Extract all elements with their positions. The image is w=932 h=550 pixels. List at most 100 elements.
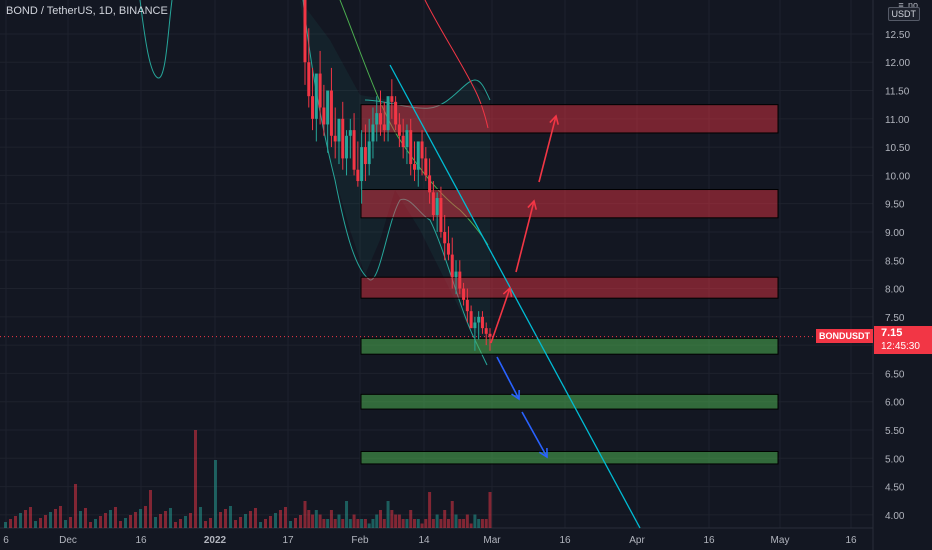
volume-bar — [139, 509, 142, 528]
volume-bar — [259, 522, 262, 528]
candle-body — [386, 96, 390, 131]
time-tick-label: 17 — [282, 535, 294, 546]
volume-bar — [439, 519, 443, 528]
volume-bar — [397, 514, 401, 528]
currency-label[interactable]: USDT — [887, 7, 920, 21]
volume-bar — [314, 510, 318, 528]
volume-bar — [109, 510, 112, 528]
volume-bar — [34, 521, 37, 528]
volume-bar — [469, 523, 473, 528]
volume-bar — [371, 519, 375, 528]
volume-bar — [119, 521, 122, 528]
candle-body — [454, 271, 458, 278]
price-tick-label: 8.50 — [885, 256, 905, 267]
candle-body — [352, 130, 356, 170]
arrow-up-1-head — [502, 286, 513, 298]
candle-body — [484, 328, 488, 334]
volume-bar — [199, 507, 202, 528]
candle-body — [465, 299, 469, 312]
volume-bar — [484, 519, 488, 528]
volume-bar — [405, 519, 409, 528]
volume-bar — [375, 514, 379, 528]
candle-body — [337, 118, 341, 142]
volume-bar — [450, 501, 454, 528]
candle-body — [363, 147, 367, 165]
candle-body — [329, 90, 333, 136]
arrow-down-1-head — [511, 389, 520, 401]
volume-bar — [164, 511, 167, 528]
volume-bar — [480, 519, 484, 528]
volume-bar — [416, 519, 420, 528]
currency-menu-icon[interactable]: ≡ no — [898, 0, 918, 10]
volume-bar — [412, 519, 416, 528]
time-tick-label: Feb — [351, 535, 369, 546]
volume-bar — [29, 507, 32, 528]
candle-body — [469, 311, 473, 329]
volume-bar — [367, 523, 371, 528]
candle-body — [314, 73, 318, 119]
resistance-zone — [360, 104, 779, 134]
volume-bar — [24, 510, 27, 528]
volume-bar — [488, 492, 492, 528]
volume-bar — [363, 519, 367, 528]
time-tick-label: 16 — [703, 535, 715, 546]
volume-bar — [454, 514, 458, 528]
volume-bar — [394, 514, 398, 528]
candle-body — [480, 316, 484, 329]
candle-body — [307, 62, 311, 97]
candle-body — [341, 118, 345, 159]
volume-bar — [299, 515, 302, 528]
last-price-tag: 7.15 12:45:30 — [874, 326, 932, 354]
volume-bar — [234, 520, 237, 528]
moving-average-green — [339, 0, 489, 246]
price-tick-label: 6.50 — [885, 369, 905, 380]
price-tick-label: 8.00 — [885, 285, 905, 296]
candle-body — [371, 124, 375, 142]
volume-bar — [284, 507, 287, 528]
volume-bar — [345, 501, 349, 528]
bollinger-fill — [300, 0, 490, 340]
volume-bar — [458, 519, 462, 528]
volume-bar — [289, 521, 292, 528]
volume-bar — [254, 508, 257, 528]
candle-body — [424, 158, 428, 176]
volume-bar — [64, 520, 67, 528]
volume-bar — [194, 430, 197, 528]
volume-bar — [279, 510, 282, 528]
volume-bar — [348, 519, 352, 528]
volume-bar — [174, 522, 177, 528]
time-tick-label: 14 — [418, 535, 430, 546]
volume-bar — [154, 517, 157, 528]
volume-bar — [443, 510, 447, 528]
time-tick-label: 16 — [845, 535, 857, 546]
price-tick-label: 5.00 — [885, 454, 905, 465]
volume-bar — [386, 501, 390, 528]
volume-bar — [473, 514, 477, 528]
volume-bar — [69, 517, 72, 528]
arrow-down-2 — [521, 411, 548, 458]
candle-body — [318, 73, 322, 108]
bollinger-lower — [302, 0, 488, 366]
candle-body — [420, 141, 424, 159]
volume-bar — [144, 506, 147, 528]
arrow-down-1 — [496, 356, 520, 400]
support-zone — [360, 337, 779, 355]
candle-body — [409, 130, 413, 165]
volume-bar — [214, 460, 217, 528]
volume-bar — [274, 513, 277, 528]
volume-bar — [249, 511, 252, 528]
volume-bar — [79, 511, 82, 528]
candle-body — [322, 107, 326, 125]
volume-bar — [264, 519, 267, 528]
candle-body — [450, 254, 454, 278]
price-tick-label: 5.50 — [885, 426, 905, 437]
volume-bar — [329, 510, 333, 528]
candle-body — [367, 141, 371, 165]
volume-bar — [159, 514, 162, 528]
candle-body — [348, 130, 352, 136]
candle-body — [446, 243, 450, 255]
arrow-up-2-head — [527, 199, 538, 210]
candle-body — [412, 164, 416, 170]
arrow-up-2 — [515, 200, 535, 273]
